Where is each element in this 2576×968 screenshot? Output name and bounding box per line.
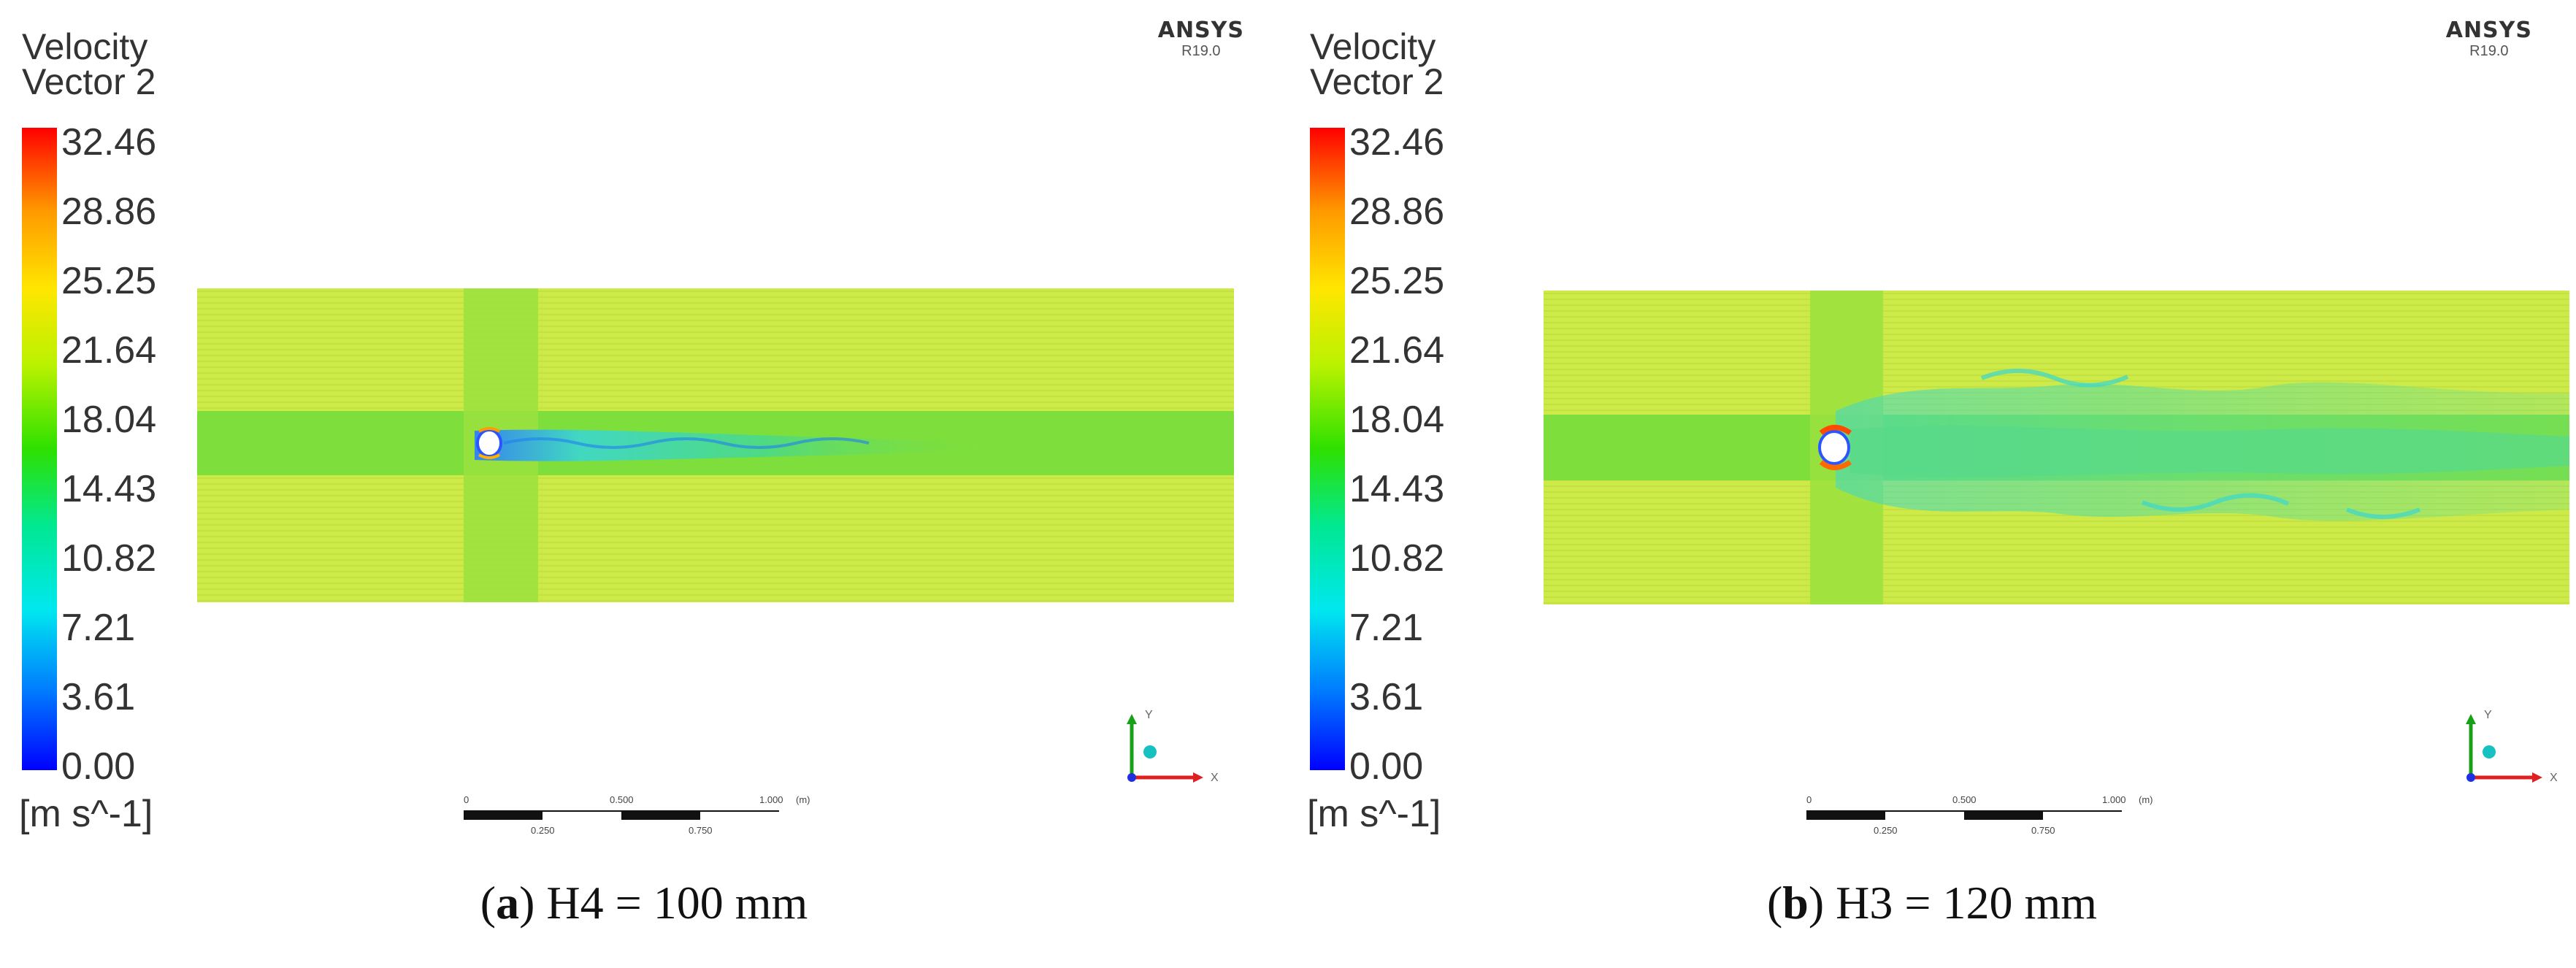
legend-tick: 14.43 (61, 468, 157, 510)
scale-label: 0.250 (531, 825, 555, 836)
scale-segment (1806, 810, 1885, 820)
legend-tick: 7.21 (1349, 607, 1424, 649)
panel-b: Velocity Vector 2 32.46 28.86 25.25 21.6… (1288, 0, 2576, 968)
axis-x-label: X (1211, 772, 1219, 784)
legend-tick: 21.64 (1349, 329, 1445, 372)
ansys-version: R19.0 (1181, 43, 1221, 59)
scale-label: 0.500 (610, 794, 634, 805)
scale-segment (1885, 810, 1964, 820)
caption-letter: a (496, 877, 520, 929)
scale-segment (621, 810, 700, 820)
scale-label: 0.250 (1874, 825, 1898, 836)
scale-segment (2043, 810, 2122, 820)
legend-tick: 28.86 (61, 191, 157, 233)
caption-b: (b) H3 = 120 mm (1766, 877, 2098, 929)
caption-letter: b (1782, 877, 1809, 929)
legend-tick: 18.04 (61, 399, 157, 441)
scale-label: 0.750 (689, 825, 713, 836)
axis-triad: Y X (2466, 709, 2558, 784)
scale-label: 0 (464, 794, 469, 805)
legend-tick: 28.86 (1349, 191, 1445, 233)
legend-tick: 25.25 (1349, 260, 1445, 302)
legend-unit: [m s^-1] (1307, 793, 1441, 835)
ansys-logo: ANSYS R19.0 (2446, 18, 2532, 60)
legend-title-line1: Velocity (22, 26, 148, 67)
legend-tick: 14.43 (1349, 468, 1445, 510)
scale-label: 0 (1806, 794, 1812, 805)
legend-tick: 32.46 (61, 121, 157, 164)
cylinder-edge-high (478, 453, 500, 459)
wake-ripple (1980, 369, 2421, 519)
scale-label: 1.000 (2102, 794, 2126, 805)
scale-segment (543, 810, 621, 820)
legend-title-line1: Velocity (1310, 26, 1436, 67)
legend-title: Velocity Vector 2 (1310, 26, 1444, 102)
velocity-field (197, 288, 1234, 602)
caption-text: H3 = 120 mm (1836, 877, 2098, 929)
legend-title-line2: Vector 2 (1310, 61, 1444, 102)
cylinder (1818, 430, 1850, 465)
wake-ripple (503, 437, 870, 449)
cylinder-edge-high (1819, 425, 1852, 435)
ansys-logo: ANSYS R19.0 (1158, 18, 1244, 60)
ansys-logo-text: ANSYS (1157, 18, 1244, 43)
legend-title-line2: Vector 2 (22, 61, 156, 102)
scale-label: 0.500 (1952, 794, 1977, 805)
legend-tick: 3.61 (1349, 676, 1424, 718)
legend-tick: 21.64 (61, 329, 157, 372)
scale-label: 0.750 (2031, 825, 2055, 836)
legend-tick: 18.04 (1349, 399, 1445, 441)
legend-tick: 32.46 (1349, 121, 1445, 164)
scale-segment (464, 810, 543, 820)
scale-unit: (m) (796, 794, 810, 805)
axis-y-label: Y (1145, 709, 1153, 721)
cylinder-edge-high (1819, 460, 1852, 470)
legend-tick: 3.61 (61, 676, 136, 718)
legend-unit: [m s^-1] (19, 793, 153, 835)
colorbar (1310, 128, 1345, 770)
legend-tick: 0.00 (1349, 745, 1424, 788)
ansys-version: R19.0 (2469, 43, 2509, 59)
panel-a: Velocity Vector 2 32.46 28.86 25.25 21.6… (19, 18, 1244, 929)
legend-tick: 7.21 (61, 607, 136, 649)
wake-core (1850, 426, 2569, 477)
caption-text: H4 = 100 mm (546, 877, 808, 929)
legend-tick: 0.00 (61, 745, 136, 788)
caption-a: (a) H4 = 100 mm (480, 877, 808, 929)
legend-title: Velocity Vector 2 (22, 26, 156, 102)
cylinder-edge-high (478, 427, 500, 433)
axis-triad: Y X (1127, 709, 1219, 784)
ansys-logo-text: ANSYS (2445, 18, 2532, 43)
scale-segment (700, 810, 779, 820)
legend-tick: 10.82 (1349, 537, 1445, 580)
scale-label: 1.000 (759, 794, 783, 805)
colorbar (22, 128, 57, 770)
scale-segment (1964, 810, 2043, 820)
axis-x-label: X (2550, 772, 2558, 784)
scale-unit: (m) (2139, 794, 2153, 805)
legend-tick: 10.82 (61, 537, 157, 580)
legend-tick: 25.25 (61, 260, 157, 302)
cylinder (476, 429, 502, 458)
velocity-field (1544, 291, 2569, 604)
axis-y-label: Y (2484, 709, 2492, 721)
